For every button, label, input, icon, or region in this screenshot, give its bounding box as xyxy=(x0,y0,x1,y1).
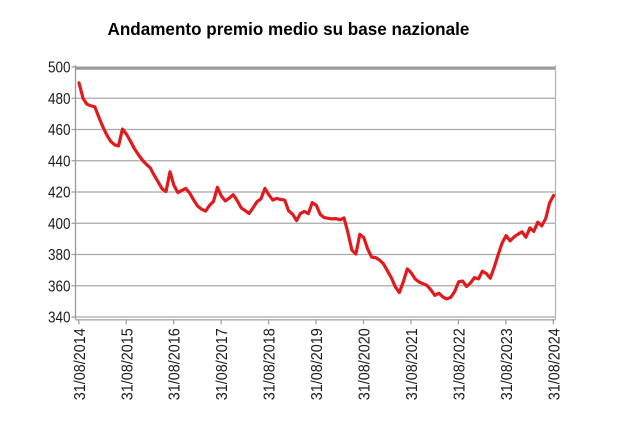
svg-text:340: 340 xyxy=(48,310,71,327)
svg-text:360: 360 xyxy=(48,278,71,295)
svg-text:31/08/2019: 31/08/2019 xyxy=(309,328,326,400)
svg-text:500: 500 xyxy=(48,60,71,77)
svg-text:440: 440 xyxy=(48,153,71,170)
svg-text:480: 480 xyxy=(48,91,71,108)
svg-text:380: 380 xyxy=(48,247,71,264)
svg-text:Andamento premio medio su base: Andamento premio medio su base nazionale xyxy=(108,20,470,39)
svg-text:31/08/2024: 31/08/2024 xyxy=(546,328,563,400)
svg-text:31/08/2022: 31/08/2022 xyxy=(451,328,468,400)
svg-text:31/08/2021: 31/08/2021 xyxy=(404,328,421,400)
svg-text:31/08/2017: 31/08/2017 xyxy=(214,328,231,400)
svg-text:420: 420 xyxy=(48,185,71,202)
svg-text:31/08/2015: 31/08/2015 xyxy=(119,328,136,400)
svg-text:31/08/2023: 31/08/2023 xyxy=(499,328,516,400)
svg-text:31/08/2020: 31/08/2020 xyxy=(357,328,374,400)
svg-text:31/08/2016: 31/08/2016 xyxy=(167,328,184,400)
svg-text:31/08/2014: 31/08/2014 xyxy=(72,328,89,400)
svg-text:400: 400 xyxy=(48,216,71,233)
svg-text:460: 460 xyxy=(48,122,71,139)
svg-text:31/08/2018: 31/08/2018 xyxy=(262,328,279,400)
